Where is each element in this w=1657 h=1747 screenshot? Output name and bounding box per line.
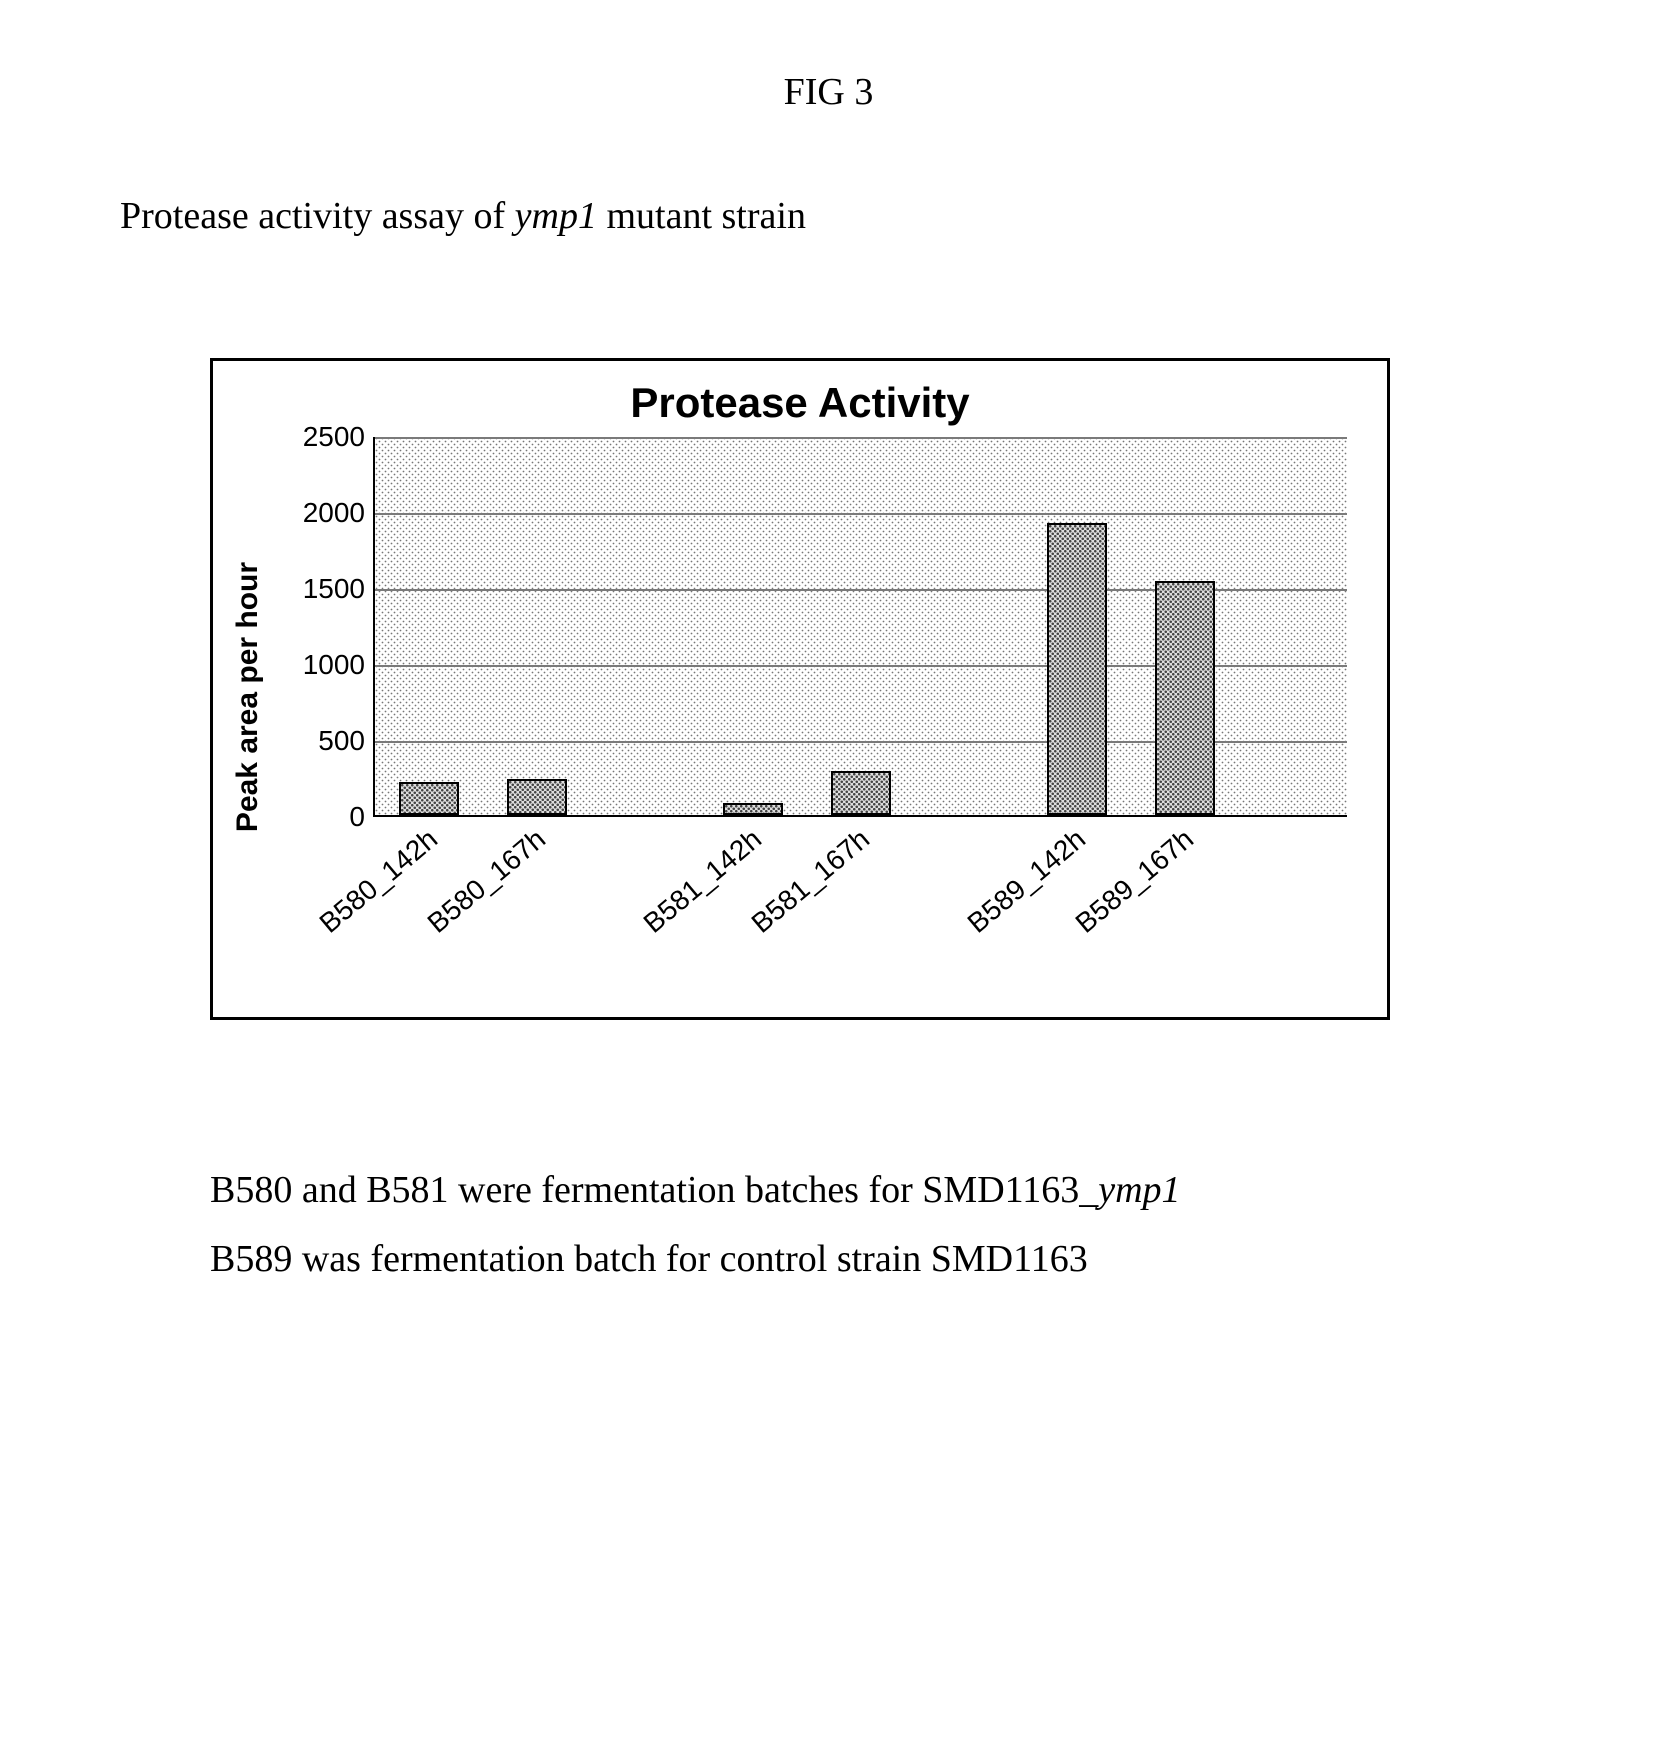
figure-caption: B580 and B581 were fermentation batches …	[210, 1160, 1537, 1290]
y-tick-label: 1500	[275, 573, 365, 605]
caption-line-1: B580 and B581 were fermentation batches …	[210, 1160, 1537, 1221]
figure-page: FIG 3 Protease activity assay of ymp1 mu…	[0, 0, 1657, 1747]
bar	[831, 771, 890, 815]
bar	[1155, 581, 1214, 815]
y-axis-label: Peak area per hour	[231, 562, 265, 832]
caption-1-italic: _ymp1	[1079, 1169, 1180, 1211]
y-tick-label: 500	[275, 725, 365, 757]
y-tick-label: 2000	[275, 497, 365, 529]
plot-area	[373, 437, 1347, 817]
gridline	[375, 437, 1347, 439]
bar	[399, 782, 458, 815]
x-tick-label: B589_142h	[961, 823, 1091, 940]
subtitle-italic: ymp1	[515, 195, 597, 237]
chart-body: Peak area per hour 05001000150020002500 …	[213, 437, 1387, 957]
caption-1-text: B580 and B581 were fermentation batches …	[210, 1169, 1079, 1211]
y-tick-label: 1000	[275, 649, 365, 681]
y-tick-label: 2500	[275, 421, 365, 453]
x-tick-label: B580_167h	[421, 823, 551, 940]
x-labels-row: B580_142hB580_167hB581_142hB581_167hB589…	[373, 817, 1347, 957]
x-tick-label: B589_167h	[1069, 823, 1199, 940]
chart-container: Protease Activity Peak area per hour 0 50…	[210, 358, 1390, 1020]
plot-column: B580_142hB580_167hB581_142hB581_167hB589…	[373, 437, 1347, 957]
x-tick-label: B581_167h	[745, 823, 875, 940]
x-tick-label: B581_142h	[637, 823, 767, 940]
caption-line-2: B589 was fermentation batch for control …	[210, 1229, 1537, 1290]
y-axis-label-column: Peak area per hour	[213, 437, 283, 957]
subtitle-pre: Protease activity assay of	[120, 195, 515, 237]
gridline	[375, 513, 1347, 515]
subtitle-post: mutant strain	[597, 195, 806, 237]
bar	[1047, 523, 1106, 815]
y-tick-label: 0	[275, 801, 365, 833]
bar	[723, 803, 782, 815]
figure-label: FIG 3	[120, 70, 1537, 114]
figure-subtitle: Protease activity assay of ymp1 mutant s…	[120, 194, 1537, 238]
bar	[507, 779, 566, 815]
chart-title: Protease Activity	[213, 361, 1387, 437]
